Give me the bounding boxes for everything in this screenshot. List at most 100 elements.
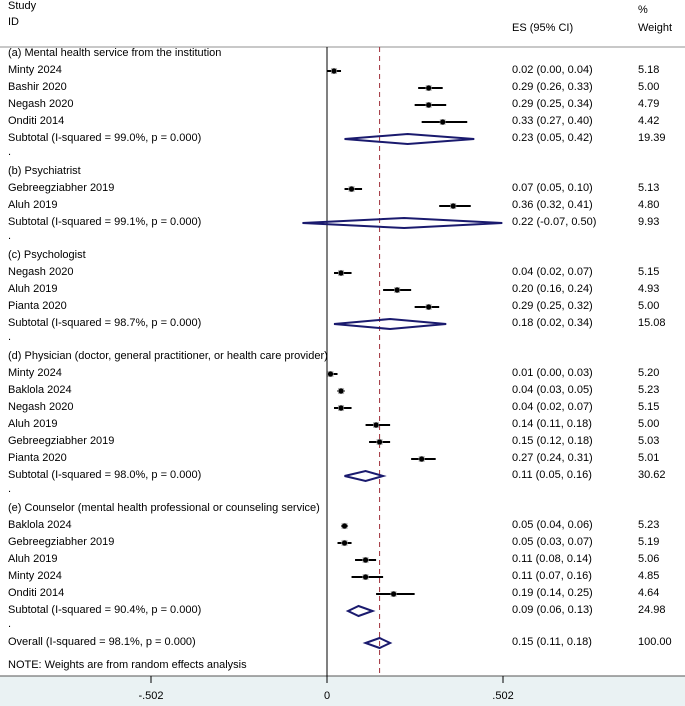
group-label: (c) Psychologist <box>8 249 86 261</box>
study-id: Aluh 2019 <box>8 418 58 430</box>
separator-dot: . <box>8 230 12 242</box>
subtotal-weight: 30.62 <box>638 469 666 481</box>
weight-value: 5.00 <box>638 81 660 93</box>
x-tick-label: -.502 <box>138 690 164 702</box>
overall-es-ci: 0.15 (0.11, 0.18) <box>512 636 592 648</box>
subtotal-diamond <box>344 469 387 483</box>
group-label: (a) Mental health service from the insti… <box>8 47 222 59</box>
group-label: (b) Psychiatrist <box>8 165 81 177</box>
header-weight-pct: % <box>638 4 648 16</box>
study-id: Baklola 2024 <box>8 384 72 396</box>
es-ci-value: 0.04 (0.03, 0.05) <box>512 384 593 396</box>
study-id: Onditi 2014 <box>8 115 65 127</box>
weight-value: 5.20 <box>638 367 660 379</box>
point-estimate <box>426 304 432 310</box>
subtotal-weight: 9.93 <box>638 216 660 228</box>
x-tick-label: .502 <box>492 690 514 702</box>
separator-dot: . <box>8 331 12 343</box>
weight-value: 4.64 <box>638 587 660 599</box>
subtotal-label: Subtotal (I-squared = 98.0%, p = 0.000) <box>8 469 202 481</box>
subtotal-weight: 15.08 <box>638 317 666 329</box>
es-ci-value: 0.04 (0.02, 0.07) <box>512 266 593 278</box>
study-id: Negash 2020 <box>8 266 74 278</box>
subtotal-diamond <box>302 216 503 230</box>
point-estimate <box>394 287 400 293</box>
study-id: Gebreegziabher 2019 <box>8 182 115 194</box>
weight-value: 5.23 <box>638 519 660 531</box>
es-ci-value: 0.15 (0.12, 0.18) <box>512 435 593 447</box>
es-ci-value: 0.29 (0.25, 0.32) <box>512 300 593 312</box>
note: NOTE: Weights are from random effects an… <box>8 659 247 671</box>
es-ci-value: 0.04 (0.02, 0.07) <box>512 401 593 413</box>
es-ci-value: 0.27 (0.24, 0.31) <box>512 452 593 464</box>
point-estimate <box>362 574 369 580</box>
study-id: Aluh 2019 <box>8 199 58 211</box>
study-id: Negash 2020 <box>8 98 74 110</box>
weight-value: 5.23 <box>638 384 660 396</box>
point-estimate <box>376 439 383 445</box>
overall-diamond <box>362 636 393 650</box>
point-estimate <box>338 388 344 394</box>
axis-background <box>0 676 685 706</box>
group-label: (d) Physician (doctor, general practitio… <box>8 350 328 362</box>
es-ci-value: 0.14 (0.11, 0.18) <box>512 418 592 430</box>
subtotal-label: Subtotal (I-squared = 98.7%, p = 0.000) <box>8 317 202 329</box>
separator-dot: . <box>8 483 12 495</box>
es-ci-value: 0.02 (0.00, 0.04) <box>512 64 593 76</box>
header-es: ES (95% CI) <box>512 22 574 34</box>
subtotal-label: Subtotal (I-squared = 99.0%, p = 0.000) <box>8 132 202 144</box>
group-label: (e) Counselor (mental health professiona… <box>8 502 320 514</box>
subtotal-es-ci: 0.18 (0.02, 0.34) <box>512 317 593 329</box>
point-estimate <box>341 523 348 529</box>
weight-value: 5.15 <box>638 401 660 413</box>
subtotal-es-ci: 0.11 (0.05, 0.16) <box>512 469 592 481</box>
weight-value: 4.80 <box>638 199 660 211</box>
study-id: Aluh 2019 <box>8 283 58 295</box>
point-estimate <box>348 186 355 192</box>
study-id: Onditi 2014 <box>8 587 65 599</box>
weight-value: 4.42 <box>638 115 660 127</box>
point-estimate <box>450 203 456 209</box>
subtotal-es-ci: 0.23 (0.05, 0.42) <box>512 132 593 144</box>
point-estimate <box>426 102 432 108</box>
header-study: Study <box>8 0 37 12</box>
subtotal-diamond <box>333 317 447 331</box>
weight-value: 5.18 <box>638 64 660 76</box>
study-id: Gebreegziabher 2019 <box>8 536 115 548</box>
es-ci-value: 0.11 (0.07, 0.16) <box>512 570 592 582</box>
point-estimate <box>426 85 432 91</box>
es-ci-value: 0.11 (0.08, 0.14) <box>512 553 592 565</box>
overall-label: Overall (I-squared = 98.1%, p = 0.000) <box>8 636 196 648</box>
weight-value: 4.85 <box>638 570 660 582</box>
subtotal-weight: 24.98 <box>638 604 666 616</box>
es-ci-value: 0.29 (0.25, 0.34) <box>512 98 593 110</box>
study-id: Negash 2020 <box>8 401 74 413</box>
weight-value: 5.13 <box>638 182 660 194</box>
weight-value: 5.19 <box>638 536 660 548</box>
point-estimate <box>440 119 446 125</box>
study-id: Aluh 2019 <box>8 553 58 565</box>
x-tick-label: 0 <box>323 690 331 702</box>
separator-dot: . <box>8 618 12 630</box>
study-id: Gebreegziabher 2019 <box>8 435 115 447</box>
study-id: Bashir 2020 <box>8 81 67 93</box>
point-estimate <box>362 557 369 563</box>
subtotal-label: Subtotal (I-squared = 90.4%, p = 0.000) <box>8 604 202 616</box>
point-estimate <box>338 405 344 411</box>
study-id: Pianta 2020 <box>8 452 67 464</box>
es-ci-value: 0.01 (0.00, 0.03) <box>512 367 593 379</box>
weight-value: 5.01 <box>638 452 660 464</box>
point-estimate <box>341 540 348 546</box>
weight-value: 5.03 <box>638 435 660 447</box>
study-id: Minty 2024 <box>8 570 62 582</box>
es-ci-value: 0.05 (0.03, 0.07) <box>512 536 593 548</box>
study-id: Minty 2024 <box>8 64 62 76</box>
subtotal-label: Subtotal (I-squared = 99.1%, p = 0.000) <box>8 216 202 228</box>
es-ci-value: 0.20 (0.16, 0.24) <box>512 283 593 295</box>
weight-value: 5.15 <box>638 266 660 278</box>
subtotal-diamond <box>344 132 475 146</box>
weight-value: 5.00 <box>638 300 660 312</box>
point-estimate <box>327 371 334 377</box>
es-ci-value: 0.05 (0.04, 0.06) <box>512 519 593 531</box>
